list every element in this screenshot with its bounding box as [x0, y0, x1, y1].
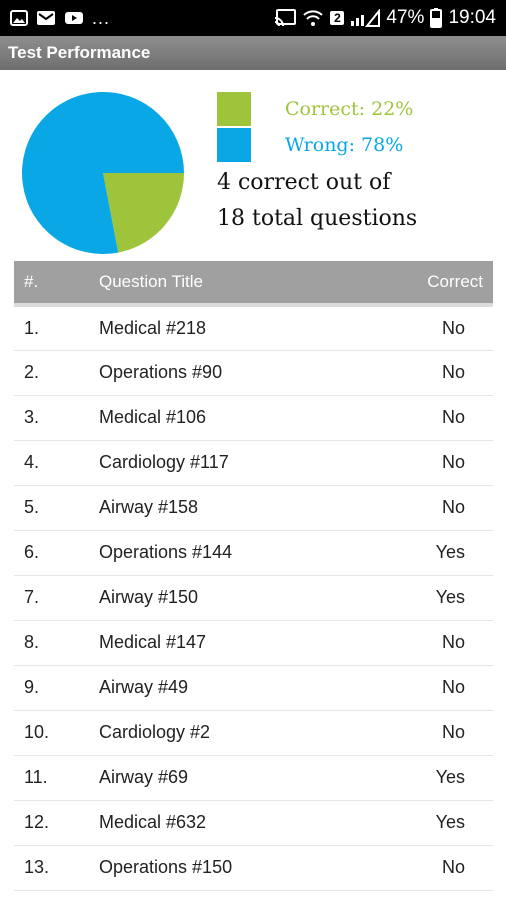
row-number: 12.: [14, 800, 99, 846]
wifi-icon: [302, 9, 324, 27]
status-bar: ... 2 47% 19:04: [0, 0, 506, 36]
status-right: 2 47% 19:04: [274, 7, 496, 29]
signal-icon: [350, 9, 381, 27]
row-correct: No: [389, 620, 493, 666]
summary-correct-count: 4 correct out of: [217, 170, 391, 195]
row-number: 10.: [14, 710, 99, 756]
row-number: 7.: [14, 575, 99, 621]
row-correct: No: [389, 395, 493, 441]
row-correct: No: [389, 845, 493, 891]
row-question-title: Airway #150: [99, 575, 389, 621]
row-question-title: Cardiology #2: [99, 710, 389, 756]
row-number: 11.: [14, 755, 99, 801]
row-number: 3.: [14, 395, 99, 441]
row-question-title: Operations #144: [99, 530, 389, 576]
row-correct: Yes: [389, 530, 493, 576]
row-correct: Yes: [389, 575, 493, 621]
table-row[interactable]: 4. Cardiology #117 No: [14, 440, 493, 486]
table-body: 1. Medical #218 No 2. Operations #90 No 3. Medi…: [14, 305, 493, 891]
header-question-title: Question Title: [99, 261, 389, 307]
results-table: #. Question Title Correct 1. Medical #218…: [14, 261, 493, 891]
table-row[interactable]: 7. Airway #150 Yes: [14, 575, 493, 621]
row-correct: No: [389, 665, 493, 711]
table-row[interactable]: 11. Airway #69 Yes: [14, 755, 493, 801]
table-header-row: #. Question Title Correct: [14, 261, 493, 307]
battery-percent: 47%: [386, 7, 425, 28]
row-number: 5.: [14, 485, 99, 531]
pie-slice-wrong: [22, 92, 184, 254]
row-question-title: Medical #632: [99, 800, 389, 846]
table-row[interactable]: 3. Medical #106 No: [14, 395, 493, 441]
page-title: Test Performance: [8, 43, 151, 62]
sim-badge: 2: [330, 11, 345, 25]
row-number: 1.: [14, 305, 99, 351]
table-row[interactable]: 2. Operations #90 No: [14, 350, 493, 396]
row-question-title: Cardiology #117: [99, 440, 389, 486]
table-row[interactable]: 9. Airway #49 No: [14, 665, 493, 711]
row-question-title: Airway #49: [99, 665, 389, 711]
youtube-icon: [64, 10, 84, 26]
status-left: ...: [10, 8, 110, 29]
table-row[interactable]: 6. Operations #144 Yes: [14, 530, 493, 576]
header-correct: Correct: [389, 261, 493, 307]
header-number: #.: [14, 261, 99, 307]
table-row[interactable]: 13. Operations #150 No: [14, 845, 493, 891]
row-question-title: Medical #147: [99, 620, 389, 666]
table-row[interactable]: 1. Medical #218 No: [14, 305, 493, 351]
more-notifications: ...: [92, 7, 111, 28]
row-correct: No: [389, 710, 493, 756]
pie-slice-correct: [103, 173, 184, 253]
row-question-title: Airway #69: [99, 755, 389, 801]
row-question-title: Medical #218: [99, 305, 389, 351]
clock: 19:04: [448, 7, 496, 28]
row-correct: Yes: [389, 800, 493, 846]
row-question-title: Medical #106: [99, 395, 389, 441]
pie-chart: [22, 92, 184, 254]
summary-section: Correct: 22% Wrong: 78% 4 correct out of…: [0, 70, 506, 260]
legend-correct-label: Correct: 22%: [285, 98, 414, 120]
row-correct: Yes: [389, 755, 493, 801]
row-number: 2.: [14, 350, 99, 396]
summary-total-count: 18 total questions: [217, 206, 418, 231]
gmail-icon: [36, 10, 56, 26]
legend-correct-swatch: [217, 92, 251, 126]
gallery-icon: [10, 10, 28, 26]
table-row[interactable]: 5. Airway #158 No: [14, 485, 493, 531]
row-number: 4.: [14, 440, 99, 486]
row-correct: No: [389, 485, 493, 531]
table-row[interactable]: 12. Medical #632 Yes: [14, 800, 493, 846]
row-number: 8.: [14, 620, 99, 666]
row-correct: No: [389, 350, 493, 396]
row-correct: No: [389, 440, 493, 486]
app-bar: Test Performance: [0, 36, 506, 70]
legend-wrong: Wrong: 78%: [217, 128, 403, 162]
row-correct: No: [389, 305, 493, 351]
row-number: 6.: [14, 530, 99, 576]
legend-correct: Correct: 22%: [217, 92, 413, 126]
table-row[interactable]: 10. Cardiology #2 No: [14, 710, 493, 756]
row-question-title: Airway #158: [99, 485, 389, 531]
row-question-title: Operations #90: [99, 350, 389, 396]
table-row[interactable]: 8. Medical #147 No: [14, 620, 493, 666]
row-question-title: Operations #150: [99, 845, 389, 891]
legend-wrong-swatch: [217, 128, 251, 162]
cast-icon: [274, 9, 297, 27]
legend-wrong-label: Wrong: 78%: [285, 134, 404, 156]
row-number: 13.: [14, 845, 99, 891]
battery-icon: [430, 8, 443, 28]
row-number: 9.: [14, 665, 99, 711]
